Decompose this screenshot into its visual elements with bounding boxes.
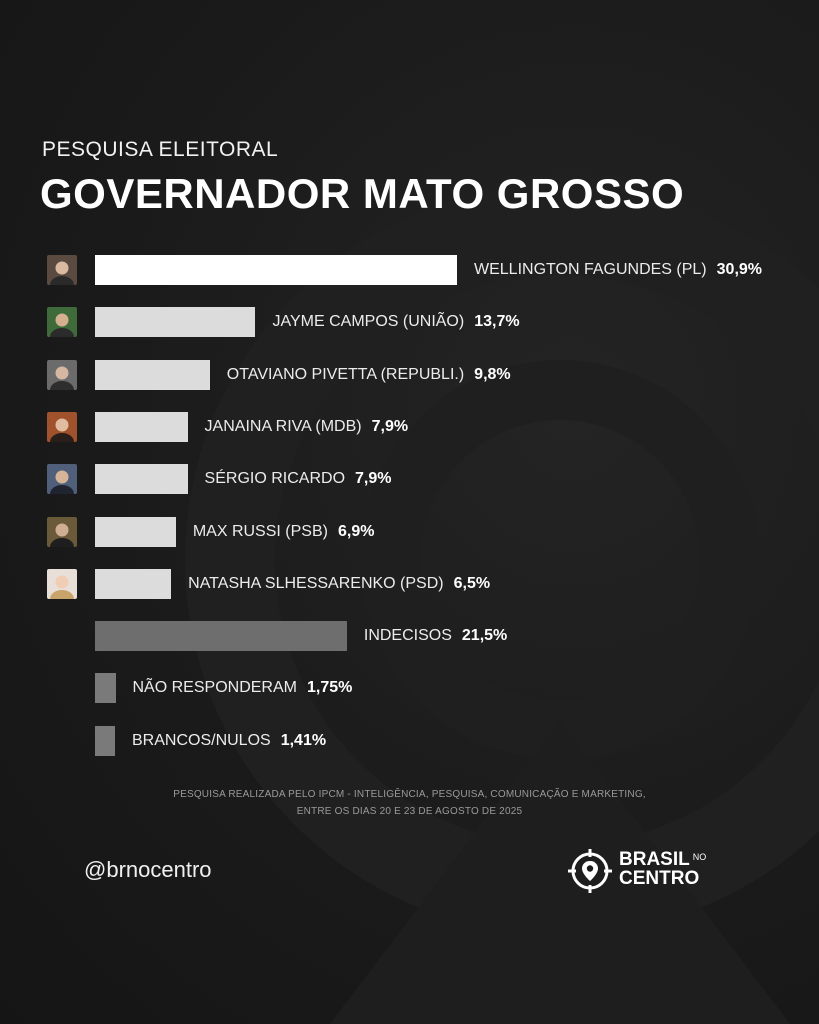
bar [95,464,188,494]
bar [95,621,347,651]
bar-label: BRANCOS/NULOS 1,41% [132,726,326,756]
category-label: SÉRGIO RICARDO [204,470,346,487]
candidate-photo [47,517,77,547]
chart-title: GOVERNADOR MATO GROSSO [40,170,685,217]
bar-label: OTAVIANO PIVETTA (REPUBLI.) 9,8% [227,360,511,390]
candidate-photo [47,360,77,390]
value-label: 21,5% [461,627,508,644]
value-label: 1,41% [280,732,327,749]
category-label: WELLINGTON FAGUNDES (PL) [474,261,707,278]
bar-label: SÉRGIO RICARDO 7,9% [205,464,392,494]
candidate-photo [47,307,77,337]
bar-label: NÃO RESPONDERAM 1,75% [133,673,353,703]
value-label: 1,75% [306,679,353,696]
bar-label: MAX RUSSI (PSB) 6,9% [193,517,375,547]
candidate-photo [47,412,77,442]
value-label: 9,8% [474,366,511,383]
bar [95,360,210,390]
category-label: OTAVIANO PIVETTA (REPUBLI.) [226,366,465,383]
candidate-photo [47,255,77,285]
logo-word-no: NO [692,852,707,862]
value-label: 30,9% [716,261,763,278]
category-label: NÃO RESPONDERAM [132,679,297,696]
bar-label: INDECISOS 21,5% [364,621,507,651]
logo-word-brasil: BRASIL [619,849,690,870]
bar-chart: WELLINGTON FAGUNDES (PL) 30,9% JAYME CAMPO… [47,255,762,756]
candidate-photo [47,464,77,494]
bar-label: JAYME CAMPOS (UNIÃO) 13,7% [272,307,519,337]
bar-label: JANAINA RIVA (MDB) 7,9% [205,412,409,442]
logo-word-centro: CENTRO [619,868,700,889]
bar [95,412,188,442]
category-label: MAX RUSSI (PSB) [192,523,328,540]
candidate-photo [47,569,77,599]
bar [95,726,115,756]
chart-subtitle: PESQUISA ELEITORAL [42,138,279,161]
category-label: BRANCOS/NULOS [132,732,271,749]
brand-logo: BRASIL NO CENTRO [567,849,717,893]
category-label: NATASHA SLHESSARENKO (PSD) [188,575,444,592]
footnote-line-1: PESQUISA REALIZADA PELO IPCM - INTELIGÊN… [173,789,646,800]
bar [95,307,256,337]
category-label: JANAINA RIVA (MDB) [204,418,362,435]
bar [95,569,172,599]
survey-footnote: PESQUISA REALIZADA PELO IPCM - INTELIGÊN… [0,786,819,820]
value-label: 7,9% [355,470,392,487]
category-label: INDECISOS [363,627,452,644]
bar-label: WELLINGTON FAGUNDES (PL) 30,9% [474,255,762,285]
location-pin-target-icon [568,849,612,893]
bar-label: NATASHA SLHESSARENKO (PSD) 6,5% [188,569,490,599]
value-label: 13,7% [474,313,520,330]
value-label: 7,9% [371,418,409,435]
value-label: 6,5% [453,575,491,592]
value-label: 6,9% [337,523,375,540]
bar [95,255,457,285]
footnote-line-2: ENTRE OS DIAS 20 E 23 DE AGOSTO DE 2025 [296,806,523,817]
social-handle: @brnocentro [84,857,212,882]
category-label: JAYME CAMPOS (UNIÃO) [272,313,465,330]
bar [95,673,116,703]
bar [95,517,176,547]
